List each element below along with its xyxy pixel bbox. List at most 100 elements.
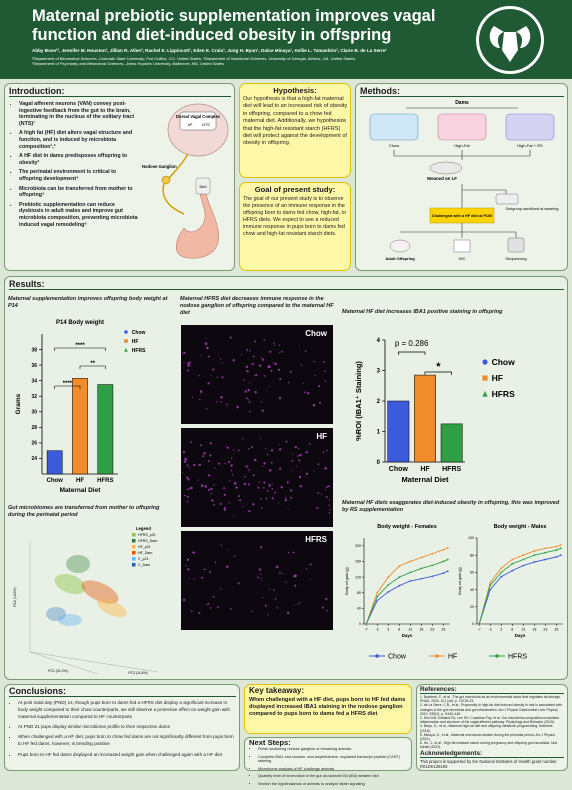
stain-dot xyxy=(320,493,322,495)
point xyxy=(409,571,412,574)
point xyxy=(500,571,503,574)
stain-dot xyxy=(315,507,318,509)
caption: Maternal HFRS diet decreases immune resp… xyxy=(180,296,334,316)
point xyxy=(555,545,558,548)
point xyxy=(420,567,423,570)
stain-dot xyxy=(324,370,326,373)
stain-dot xyxy=(229,336,232,339)
point xyxy=(489,581,492,584)
legend-marker xyxy=(482,359,488,365)
stain-dot xyxy=(200,484,204,487)
x-tick-label: 3 xyxy=(500,628,502,632)
stain-dot xyxy=(189,361,192,363)
stain-dot xyxy=(300,453,302,456)
stain-dot xyxy=(252,474,255,477)
list-item: Microbiome analysis of HF challenge anim… xyxy=(258,767,411,772)
y-tick-label: 20 xyxy=(470,605,474,609)
group-label: High-Fat + RS xyxy=(517,143,543,148)
stain-dot xyxy=(287,508,289,510)
legend-label: HFRS xyxy=(508,654,527,661)
point xyxy=(559,547,562,550)
axis xyxy=(29,651,159,673)
connector xyxy=(393,150,531,160)
x-tick-label: -2 xyxy=(376,628,379,632)
point xyxy=(522,558,525,561)
references-heading: References: xyxy=(420,686,564,694)
stain-dot xyxy=(248,410,251,413)
stain-dot xyxy=(278,502,280,504)
y-tick-label: 40 xyxy=(470,588,474,592)
methods-heading: Methods: xyxy=(360,86,564,97)
y-tick-label: 24 xyxy=(31,456,37,462)
stain-dot xyxy=(182,352,184,355)
stain-dot xyxy=(280,485,284,489)
stain-dot xyxy=(183,351,186,354)
ihc-texture xyxy=(181,437,331,517)
group-label: High-Fat xyxy=(454,143,470,148)
x-axis-title: Maternal Diet xyxy=(60,487,102,494)
conclusions-heading: Conclusions: xyxy=(9,686,236,697)
stain-dot xyxy=(213,503,215,506)
stain-dot xyxy=(251,610,253,613)
stain-dot xyxy=(292,470,294,472)
list: 1. Backhed, F., et al., The gut microbio… xyxy=(420,695,564,750)
axis-label: PC1 (31.0%) xyxy=(48,669,67,673)
hypothesis-text: Our hypothesis is that a high-fat matern… xyxy=(243,96,348,147)
stain-dot xyxy=(286,611,290,615)
series-line xyxy=(478,547,561,625)
y-tick-label: 80 xyxy=(470,553,474,557)
conclusions-panel xyxy=(4,684,240,771)
cage xyxy=(437,113,487,141)
list-item: 4. Bleys, D., et al., Maternal high-fat … xyxy=(420,724,553,733)
legend-label: HFRS_p21 xyxy=(138,533,156,537)
point xyxy=(559,554,562,557)
stain-dot xyxy=(294,584,297,587)
stain-dot xyxy=(305,451,308,454)
adult-label: Adult Offspring xyxy=(385,256,415,261)
stain-dot xyxy=(268,484,271,487)
stain-dot xyxy=(270,449,274,452)
point xyxy=(431,575,434,578)
stain-dot xyxy=(297,603,299,605)
bar xyxy=(440,423,463,463)
stain-dot xyxy=(292,453,294,455)
stain-dot xyxy=(221,362,224,364)
sig-bracket xyxy=(424,371,453,375)
legend-title: Legend xyxy=(136,526,151,531)
stain-dot xyxy=(188,488,190,490)
stain-dot xyxy=(277,368,280,372)
x-axis-title: Days xyxy=(402,633,413,638)
ihc-texture xyxy=(182,544,328,616)
caption: Maternal HF diets exaggerates diet-induc… xyxy=(342,500,560,513)
stain-dot xyxy=(187,488,189,491)
stain-dot xyxy=(180,373,182,375)
stain-dot xyxy=(220,395,223,399)
list-item: 2. de La Serre, C.B., et al., Propensity… xyxy=(420,703,562,716)
legend-marker xyxy=(482,390,488,397)
stain-dot xyxy=(304,476,306,478)
x-tick-label: 3 xyxy=(387,628,389,632)
stain-dot xyxy=(284,498,288,502)
stain-dot xyxy=(190,610,193,613)
stain-dot xyxy=(259,364,262,367)
stain-dot xyxy=(247,388,250,392)
series-line xyxy=(365,547,448,625)
stain-dot xyxy=(207,602,210,605)
stain-dot xyxy=(248,401,251,403)
stain-dot xyxy=(307,392,310,395)
stain-dot xyxy=(274,491,276,494)
stain-dot xyxy=(266,453,269,456)
stain-dot xyxy=(298,447,300,450)
list-item: Microbiota can be transferred from mothe… xyxy=(19,186,138,199)
takeaway-panel xyxy=(244,684,412,734)
point xyxy=(442,560,445,563)
stain-dot xyxy=(259,437,261,440)
poster-title: Maternal prebiotic supplementation impro… xyxy=(32,7,436,44)
stain-dot xyxy=(299,345,301,347)
y-tick-label: 32 xyxy=(31,394,37,400)
sacrifice-icon xyxy=(495,193,519,205)
list-item: A high fat (HF) diet alters vagal struct… xyxy=(19,130,138,150)
references-list: 1. Backhed, F., et al., The gut microbio… xyxy=(420,695,564,750)
affiliation: ³Department of Psychiatry and Behavioral… xyxy=(32,61,225,66)
stain-dot xyxy=(220,401,222,403)
